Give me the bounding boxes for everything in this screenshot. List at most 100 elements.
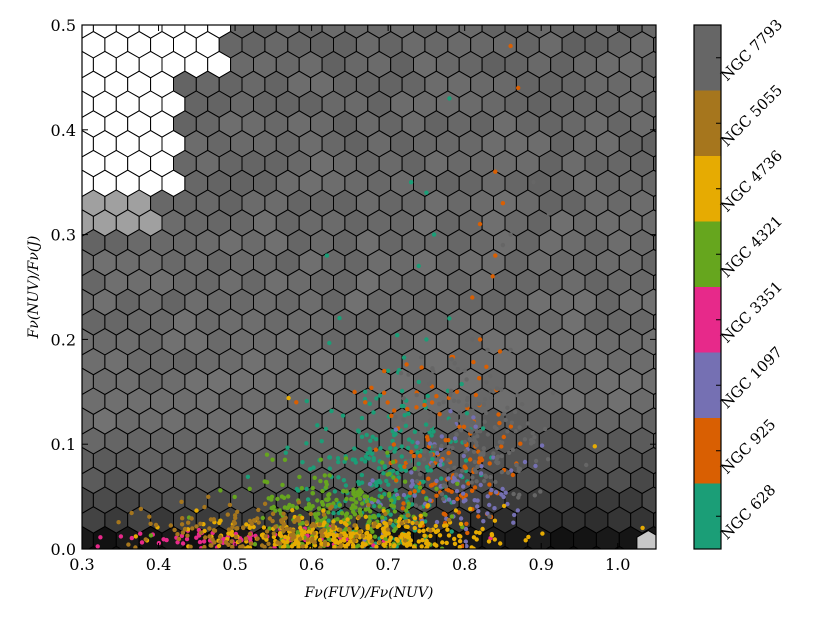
point-ngc-3351 — [95, 544, 100, 549]
point-ngc-628 — [364, 432, 369, 438]
y-tick-label: 0.4 — [51, 121, 76, 140]
point-ngc-925 — [476, 460, 482, 465]
point-ngc-628 — [386, 482, 391, 487]
point-ngc-5055 — [270, 518, 275, 524]
point-ngc-1097 — [476, 509, 481, 514]
point-ngc-7793 — [493, 479, 498, 485]
point-ngc-628 — [285, 445, 290, 450]
point-ngc-5055 — [372, 521, 377, 526]
point-ngc-4736 — [526, 534, 531, 540]
point-ngc-4736 — [261, 525, 267, 530]
point-ngc-7793 — [497, 439, 503, 445]
point-ngc-4321 — [148, 533, 154, 538]
point-ngc-1097 — [438, 458, 444, 463]
point-ngc-628 — [464, 411, 470, 416]
point-ngc-628 — [343, 483, 349, 488]
point-ngc-925 — [352, 389, 357, 395]
point-ngc-628 — [333, 504, 338, 509]
point-ngc-7793 — [472, 459, 478, 465]
point-ngc-5055 — [198, 530, 204, 535]
point-ngc-4321 — [449, 514, 455, 519]
point-ngc-4736 — [417, 529, 422, 534]
point-ngc-3351 — [184, 536, 190, 542]
point-ngc-1097 — [410, 482, 415, 487]
point-ngc-7793 — [448, 388, 454, 393]
point-ngc-4321 — [286, 494, 291, 499]
point-ngc-925 — [493, 169, 498, 174]
point-ngc-1097 — [461, 453, 466, 459]
point-ngc-7793 — [484, 410, 489, 416]
x-tick-label: 0.6 — [299, 555, 324, 574]
point-ngc-628 — [399, 454, 404, 459]
point-ngc-628 — [405, 445, 411, 451]
point-ngc-4736 — [349, 534, 354, 539]
point-ngc-4736 — [408, 538, 413, 543]
point-ngc-4736 — [428, 533, 433, 539]
point-ngc-925 — [499, 444, 504, 449]
point-ngc-7793 — [457, 410, 462, 415]
point-ngc-5055 — [383, 511, 388, 517]
point-ngc-5055 — [292, 519, 297, 524]
point-ngc-5055 — [321, 512, 327, 517]
point-ngc-925 — [465, 530, 470, 536]
point-ngc-5055 — [311, 531, 317, 536]
hexbin-cell — [665, 131, 688, 157]
point-ngc-628 — [425, 468, 430, 473]
point-ngc-628 — [424, 464, 430, 470]
hexbin-cell — [665, 447, 688, 473]
hexbin-cell — [653, 75, 656, 93]
point-ngc-4736 — [458, 521, 464, 527]
point-ngc-628 — [378, 446, 383, 451]
point-ngc-628 — [319, 439, 324, 444]
point-ngc-7793 — [419, 355, 424, 360]
point-ngc-5055 — [206, 494, 211, 499]
point-ngc-7793 — [505, 429, 510, 434]
point-ngc-4321 — [360, 501, 365, 506]
point-ngc-4736 — [382, 520, 387, 526]
point-ngc-4736 — [290, 508, 295, 513]
point-ngc-4321 — [367, 514, 372, 520]
hexbin-cell — [699, 0, 722, 18]
point-ngc-925 — [497, 349, 503, 354]
point-ngc-5055 — [352, 523, 357, 528]
point-ngc-1097 — [427, 441, 433, 446]
point-ngc-925 — [461, 424, 467, 429]
point-ngc-7793 — [413, 503, 419, 508]
point-ngc-4321 — [312, 512, 318, 517]
point-ngc-4321 — [356, 493, 361, 498]
point-ngc-4321 — [247, 486, 252, 491]
point-ngc-925 — [405, 406, 410, 412]
point-ngc-4321 — [349, 506, 354, 511]
point-ngc-925 — [463, 465, 468, 471]
y-tick-label: 0.3 — [51, 226, 76, 245]
point-ngc-628 — [368, 438, 373, 443]
point-ngc-925 — [518, 441, 523, 446]
point-ngc-4321 — [356, 543, 361, 548]
point-ngc-5055 — [185, 533, 190, 538]
point-ngc-4736 — [453, 508, 459, 513]
point-ngc-1097 — [454, 488, 460, 494]
hexbin-cell — [82, 37, 83, 52]
point-ngc-628 — [425, 393, 430, 399]
point-ngc-1097 — [427, 498, 433, 503]
point-ngc-7793 — [545, 457, 551, 462]
point-ngc-628 — [307, 466, 313, 472]
point-ngc-5055 — [218, 539, 223, 544]
hexbin-cell — [665, 487, 688, 513]
point-ngc-5055 — [369, 539, 374, 544]
point-ngc-4736 — [437, 533, 443, 538]
hexbin-cell — [665, 210, 688, 236]
point-ngc-1097 — [393, 427, 399, 432]
point-ngc-925 — [429, 400, 435, 405]
point-ngc-925 — [382, 368, 387, 374]
point-ngc-7793 — [430, 462, 435, 467]
point-ngc-4736 — [317, 537, 323, 543]
point-ngc-5055 — [255, 536, 260, 541]
point-ngc-4321 — [424, 496, 429, 502]
point-ngc-925 — [516, 85, 521, 91]
hexbin-cell — [653, 194, 656, 212]
point-ngc-4321 — [335, 517, 340, 522]
point-ngc-925 — [414, 405, 419, 410]
point-ngc-628 — [480, 426, 486, 431]
point-ngc-5055 — [180, 530, 186, 535]
